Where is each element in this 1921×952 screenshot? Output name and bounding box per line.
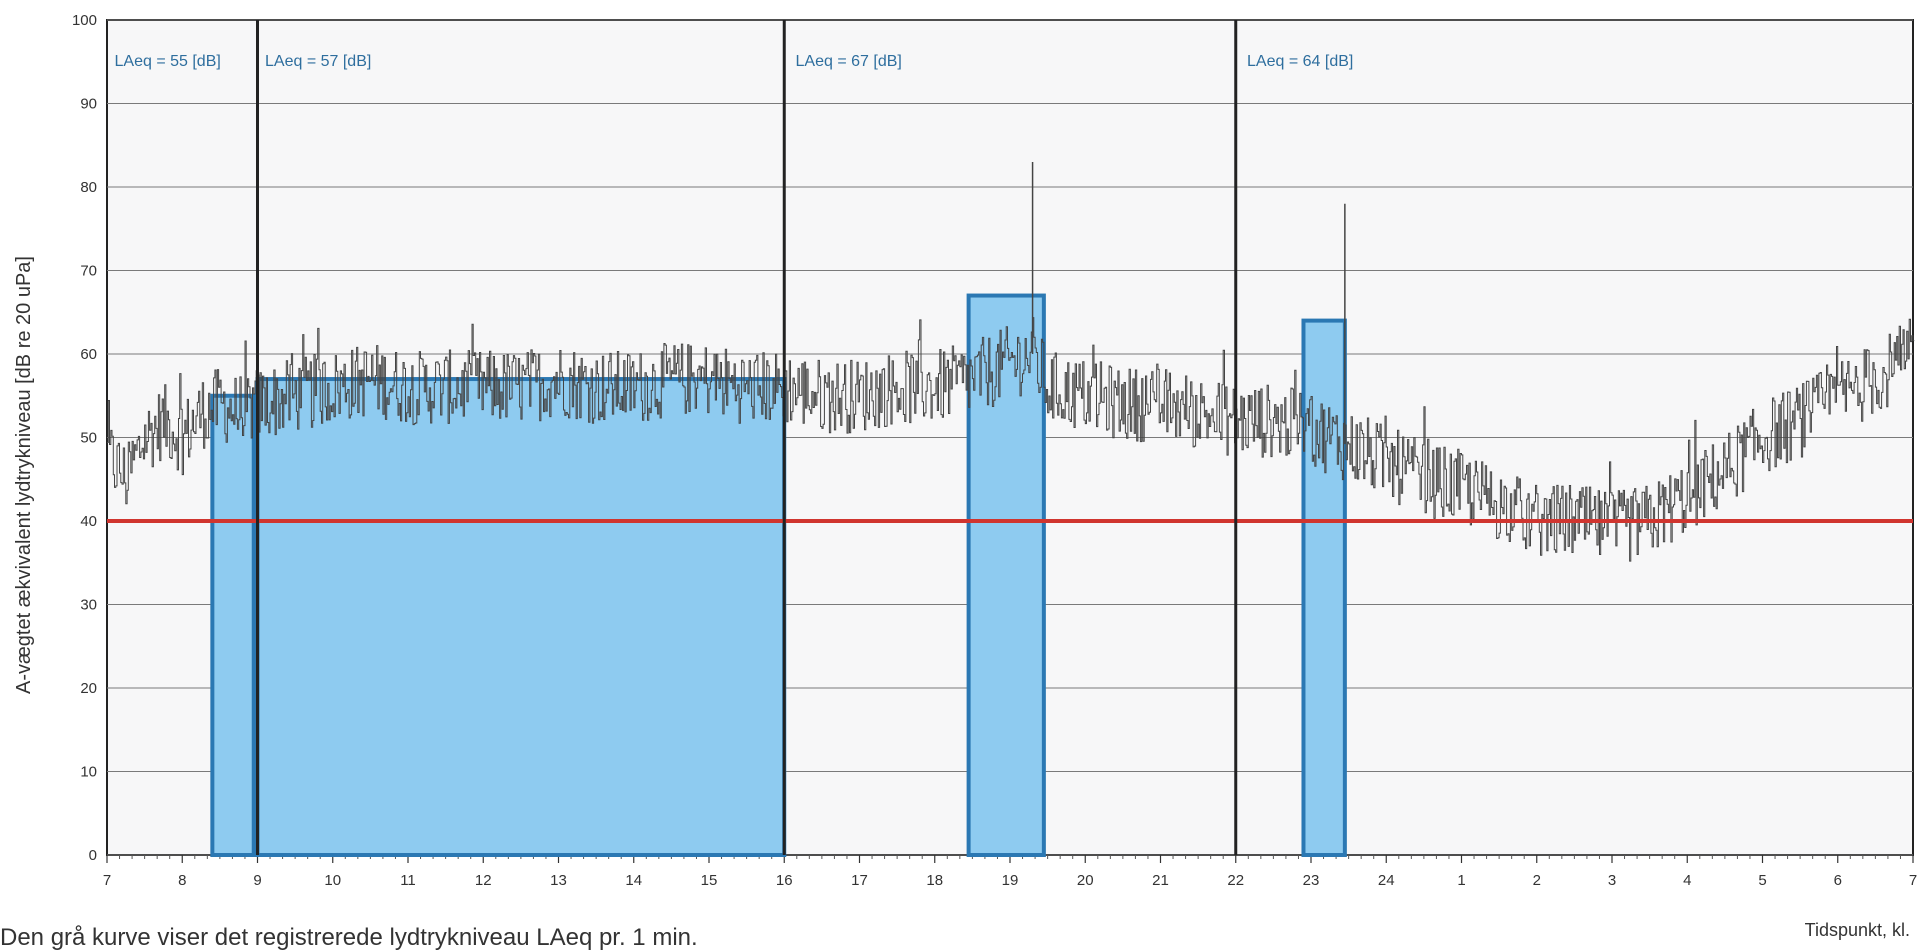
y-tick-label: 70 <box>80 263 97 280</box>
x-tick-label: 1 <box>1457 872 1465 889</box>
y-tick-label: 20 <box>80 680 97 697</box>
leq-label: LAeq = 55 [dB] <box>115 53 221 70</box>
x-tick-label: 11 <box>400 872 416 889</box>
leq-labels: LAeq = 55 [dB] LAeq = 57 [dB] LAeq = 67 [d… <box>115 53 1354 70</box>
x-tick-label: 2 <box>1533 872 1541 889</box>
x-tick-label: 24 <box>1378 872 1395 889</box>
y-tick-label: 90 <box>80 96 97 113</box>
leq-label: LAeq = 64 [dB] <box>1247 53 1353 70</box>
x-tick-label: 3 <box>1608 872 1616 889</box>
x-tick-label: 22 <box>1227 872 1244 889</box>
x-tick-label: 7 <box>1909 872 1917 889</box>
x-tick-label: 8 <box>178 872 186 889</box>
y-tick-label: 60 <box>80 346 97 363</box>
y-tick-label: 100 <box>72 12 97 29</box>
measured-trace <box>107 161 1915 562</box>
x-tick-label: 21 <box>1152 872 1169 889</box>
x-axis-label: Tidspunkt, kl. <box>1805 920 1910 940</box>
x-tick-label: 15 <box>701 872 718 889</box>
y-tick-label: 40 <box>80 513 97 530</box>
trace-line <box>107 317 1915 562</box>
x-tick-labels: 7 8 9 10 11 12 13 14 15 16 17 18 19 20 21 22 23 24 1 2 3 4 5 6 7 <box>103 872 1917 889</box>
period-dividers <box>256 20 1238 855</box>
x-tick-label: 9 <box>253 872 261 889</box>
x-tick-label: 13 <box>550 872 567 889</box>
y-tick-label: 30 <box>80 597 97 614</box>
y-tick-label: 0 <box>89 847 97 864</box>
x-tick-label: 14 <box>625 872 642 889</box>
leq-bar <box>255 377 787 857</box>
caption: Den grå kurve viser det registrerede lyd… <box>0 924 698 951</box>
leq-label: LAeq = 57 [dB] <box>265 53 371 70</box>
x-tick-label: 5 <box>1758 872 1766 889</box>
x-tick-label: 18 <box>926 872 943 889</box>
leq-bar <box>210 393 256 857</box>
y-tick-labels: 0 10 20 30 40 50 60 70 80 90 100 <box>72 12 97 864</box>
x-tick-label: 17 <box>851 872 868 889</box>
x-tick-label: 10 <box>324 872 341 889</box>
y-tick-label: 10 <box>80 764 97 781</box>
x-tick-label: 23 <box>1303 872 1320 889</box>
x-tick-label: 7 <box>103 872 111 889</box>
leq-label: LAeq = 67 [dB] <box>796 53 902 70</box>
x-tick-label: 16 <box>776 872 793 889</box>
y-tick-label: 50 <box>80 430 97 447</box>
x-tick-label: 6 <box>1834 872 1842 889</box>
y-axis-label: A-vægtet ækvivalent lydtrykniveau [dB re… <box>13 256 35 694</box>
y-tick-label: 80 <box>80 179 97 196</box>
x-tick-label: 4 <box>1683 872 1691 889</box>
x-tick-label: 19 <box>1002 872 1019 889</box>
x-tick-label: 20 <box>1077 872 1094 889</box>
x-tick-label: 12 <box>475 872 492 889</box>
